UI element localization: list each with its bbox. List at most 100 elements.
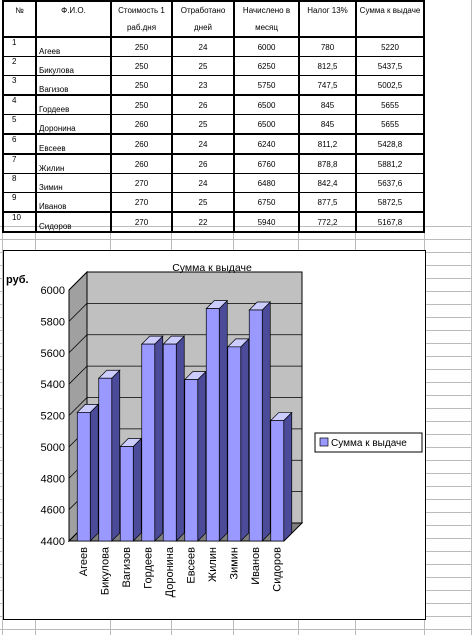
header-cell-days-worked[interactable]: Отработано дней — [171, 0, 235, 38]
cell-name[interactable]: Гордеев — [35, 94, 112, 115]
cell-net-pay[interactable]: 5437,5 — [355, 56, 425, 76]
y-tick-label: 4600 — [41, 505, 65, 517]
cell-accrued[interactable]: 6240 — [233, 133, 300, 155]
cell-net-pay[interactable]: 5428,8 — [355, 133, 425, 155]
cell-days-worked[interactable]: 24 — [171, 133, 235, 155]
cell-day-rate[interactable]: 270 — [110, 211, 173, 233]
cell-tax[interactable]: 877,5 — [298, 192, 357, 213]
cell-days-worked[interactable]: 26 — [171, 153, 235, 174]
cell-name[interactable]: Иванов — [35, 192, 112, 213]
cell-net-pay[interactable]: 5637,6 — [355, 173, 425, 193]
net-pay-chart[interactable]: 4400 4600 4800 5000 5200 5400 5600 5800 6000 Агее… — [3, 250, 426, 620]
cell-accrued[interactable]: 6500 — [233, 114, 300, 135]
bar[interactable] — [162, 343, 177, 542]
cell-accrued[interactable]: 6760 — [233, 153, 300, 174]
cell-day-rate[interactable]: 260 — [110, 114, 173, 135]
header-cell-tax[interactable]: Налог 13% — [298, 0, 357, 38]
cell-number[interactable]: 10 — [2, 211, 37, 233]
cell-days-worked[interactable]: 24 — [171, 173, 235, 193]
cell-days-worked[interactable]: 25 — [171, 192, 235, 213]
cell-number[interactable]: 8 — [2, 173, 37, 193]
cell-days-worked[interactable]: 23 — [171, 75, 235, 96]
cell-days-worked[interactable]: 24 — [171, 36, 235, 57]
cell-net-pay[interactable]: 5002,5 — [355, 75, 425, 96]
cell-net-pay[interactable]: 5655 — [355, 94, 425, 115]
cell-net-pay[interactable]: 5220 — [355, 36, 425, 57]
bar[interactable] — [227, 346, 242, 542]
table-row: 3 Вагизов 250 23 5750 747,5 5002,5 — [2, 75, 425, 96]
header-cell-day-rate[interactable]: Стоимость 1 раб.дня — [110, 0, 173, 38]
cell-days-worked[interactable]: 25 — [171, 56, 235, 76]
cell-net-pay[interactable]: 5167,8 — [355, 211, 425, 233]
table-row: 2 Бикулова 250 25 6250 812,5 5437,5 — [2, 56, 425, 76]
x-tick-label: Вагизов — [121, 547, 133, 588]
header-cell-accrued[interactable]: Начислено в месяц — [233, 0, 300, 38]
cell-number[interactable]: 3 — [2, 75, 37, 96]
bar-side — [261, 301, 271, 542]
cell-name[interactable]: Вагизов — [35, 75, 112, 96]
cell-tax[interactable]: 747,5 — [298, 75, 357, 96]
cell-number[interactable]: 6 — [2, 133, 37, 155]
cell-tax[interactable]: 811,2 — [298, 133, 357, 155]
cell-day-rate[interactable]: 270 — [110, 173, 173, 193]
cell-name[interactable]: Жилин — [35, 153, 112, 174]
bar[interactable] — [205, 308, 220, 542]
cell-name[interactable]: Сидоров — [35, 211, 112, 233]
cell-accrued[interactable]: 6750 — [233, 192, 300, 213]
cell-name[interactable]: Доронина — [35, 114, 112, 135]
cell-days-worked[interactable]: 25 — [171, 114, 235, 135]
bar[interactable] — [76, 412, 91, 542]
cell-tax[interactable]: 780 — [298, 36, 357, 57]
cell-name[interactable]: Агеев — [35, 36, 112, 57]
header-cell-name[interactable]: Ф.И.О. — [35, 0, 112, 38]
header-cell-net-pay[interactable]: Сумма к выдаче — [355, 0, 425, 38]
cell-days-worked[interactable]: 26 — [171, 94, 235, 115]
cell-day-rate[interactable]: 250 — [110, 94, 173, 115]
cell-accrued[interactable]: 5940 — [233, 211, 300, 233]
cell-net-pay[interactable]: 5881,2 — [355, 153, 425, 174]
cell-number[interactable]: 7 — [2, 153, 37, 174]
bar[interactable] — [119, 446, 134, 542]
cell-tax[interactable]: 878,8 — [298, 153, 357, 174]
cell-accrued[interactable]: 5750 — [233, 75, 300, 96]
cell-days-worked[interactable]: 22 — [171, 211, 235, 233]
cell-accrued[interactable]: 6000 — [233, 36, 300, 57]
bar[interactable] — [248, 309, 263, 542]
cell-day-rate[interactable]: 250 — [110, 36, 173, 57]
bar[interactable] — [141, 343, 156, 542]
cell-accrued[interactable]: 6250 — [233, 56, 300, 76]
cell-tax[interactable]: 842,4 — [298, 173, 357, 193]
cell-number[interactable]: 4 — [2, 94, 37, 115]
cell-day-rate[interactable]: 260 — [110, 133, 173, 155]
cell-name[interactable]: Зимин — [35, 173, 112, 193]
cell-number[interactable]: 1 — [2, 36, 37, 57]
table-header-row: № Ф.И.О. Стоимость 1 раб.дня Отработано … — [2, 0, 425, 38]
bar-side — [283, 411, 293, 542]
cell-tax[interactable]: 845 — [298, 94, 357, 115]
cell-number[interactable]: 9 — [2, 192, 37, 213]
cell-number[interactable]: 2 — [2, 56, 37, 76]
cell-name[interactable]: Бикулова — [35, 56, 112, 76]
bar[interactable] — [270, 420, 285, 542]
cell-tax[interactable]: 845 — [298, 114, 357, 135]
cell-day-rate[interactable]: 270 — [110, 192, 173, 213]
table-row: 8 Зимин 270 24 6480 842,4 5637,6 — [2, 173, 425, 193]
cell-net-pay[interactable]: 5655 — [355, 114, 425, 135]
gridline — [68, 334, 302, 354]
table-row: 10 Сидоров 270 22 5940 772,2 5167,8 — [2, 211, 425, 233]
header-cell-number[interactable]: № — [2, 0, 37, 38]
bar[interactable] — [98, 377, 113, 542]
cell-accrued[interactable]: 6500 — [233, 94, 300, 115]
cell-number[interactable]: 5 — [2, 114, 37, 135]
cell-day-rate[interactable]: 250 — [110, 56, 173, 76]
bar[interactable] — [184, 379, 199, 542]
cell-day-rate[interactable]: 260 — [110, 153, 173, 174]
cell-tax[interactable]: 772,2 — [298, 211, 357, 233]
cell-net-pay[interactable]: 5872,5 — [355, 192, 425, 213]
cell-name[interactable]: Евсеев — [35, 133, 112, 155]
cell-day-rate[interactable]: 250 — [110, 75, 173, 96]
cell-tax[interactable]: 812,5 — [298, 56, 357, 76]
table-row: 5 Доронина 260 25 6500 845 5655 — [2, 114, 425, 135]
cell-accrued[interactable]: 6480 — [233, 173, 300, 193]
bar-side — [197, 370, 207, 542]
